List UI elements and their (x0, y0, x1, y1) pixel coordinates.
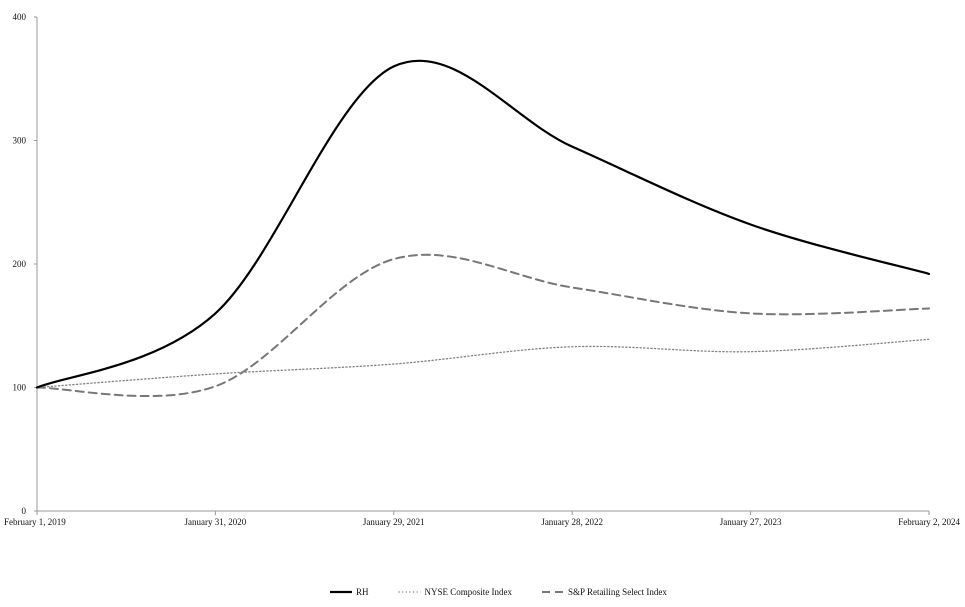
y-tick-label: 100 (13, 383, 27, 393)
series-layer (35, 59, 931, 398)
x-tick-label: February 1, 2019 (4, 517, 66, 527)
legend-label-1: NYSE Composite Index (425, 587, 513, 597)
axes-layer (34, 16, 930, 515)
tick-labels-layer: 0 100 200 300 400 February 1, 2019 January 31,… (4, 12, 960, 527)
x-tick-label: January 27, 2023 (720, 517, 782, 527)
x-tick-label: January 29, 2021 (363, 517, 425, 527)
legend-label-0: RH (356, 587, 369, 597)
series-line-2 (36, 253, 930, 398)
x-tick-label: February 2, 2024 (898, 517, 960, 527)
series-line-0 (35, 59, 931, 389)
x-tick-label: January 28, 2022 (541, 517, 603, 527)
legend-label-2: S&P Retailing Select Index (568, 587, 667, 597)
x-tick-label: January 31, 2020 (185, 517, 247, 527)
y-tick-label: 0 (22, 506, 27, 516)
legend: RH NYSE Composite Index S&P Retailing Sele… (330, 587, 667, 597)
y-tick-label: 300 (13, 136, 27, 146)
y-tick-label: 200 (13, 259, 27, 269)
y-tick-label: 400 (13, 12, 27, 22)
series-line-1 (36, 338, 930, 389)
